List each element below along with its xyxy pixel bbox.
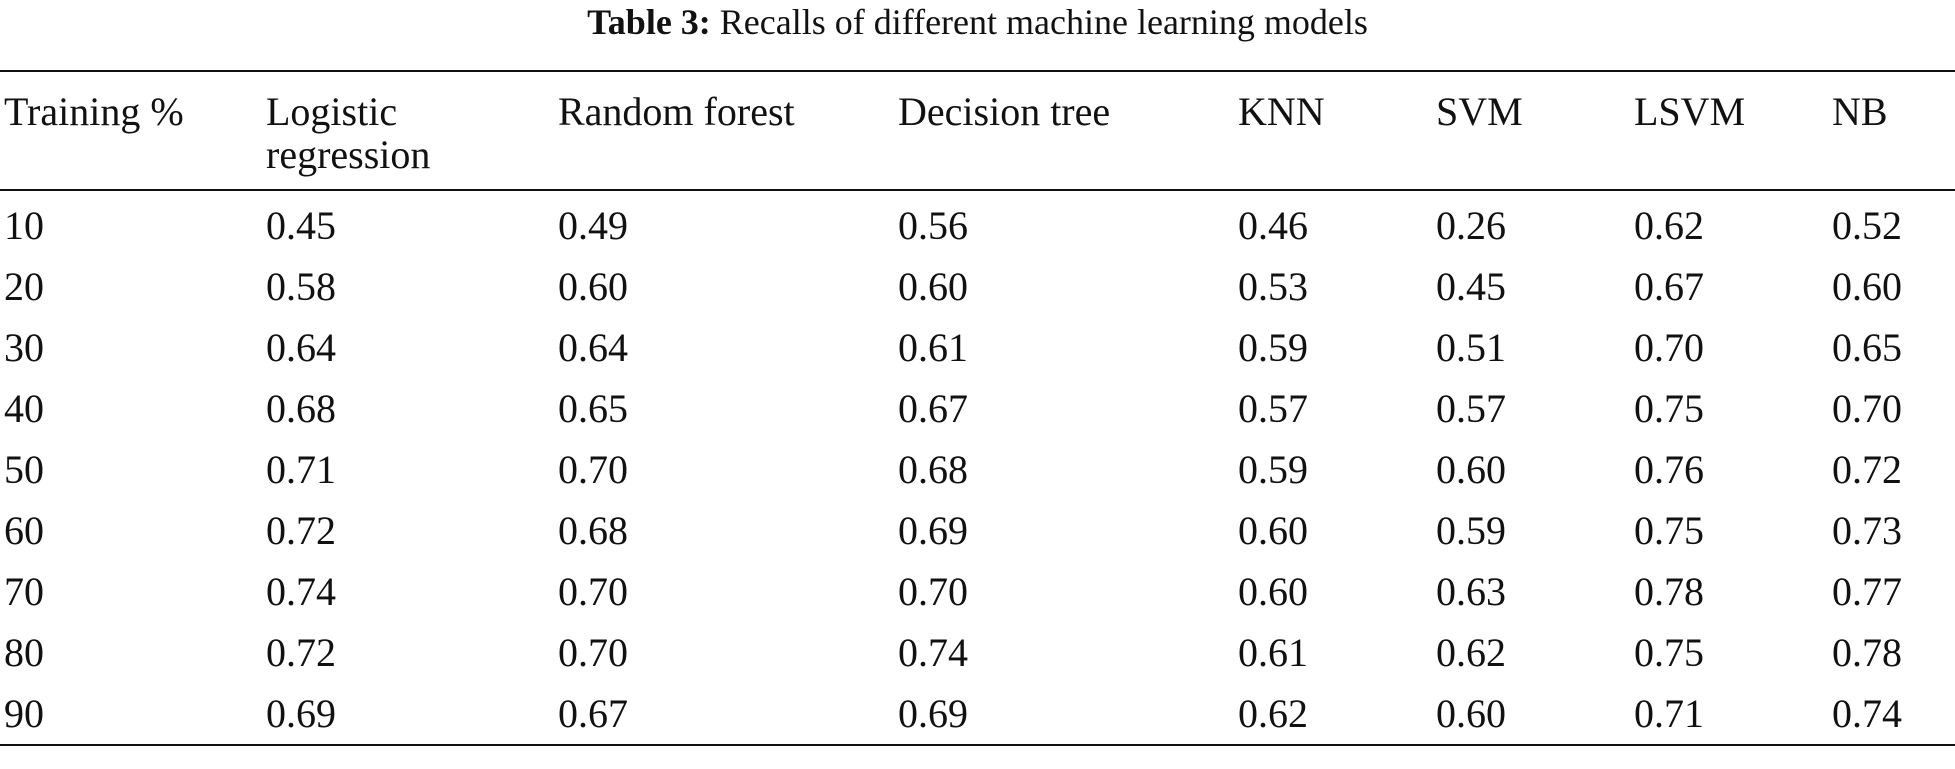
cell-random-forest: 0.65 [558,386,628,431]
cell-random-forest: 0.70 [558,447,628,492]
cell-knn: 0.59 [1238,447,1308,492]
cell-random-forest: 0.70 [558,630,628,675]
cell-training-percent: 30 [4,325,44,370]
cell-nb: 0.72 [1832,447,1902,492]
cell-lsvm: 0.75 [1634,386,1704,431]
cell-svm: 0.63 [1436,569,1506,614]
header-random-forest: Random forest [558,89,795,134]
cell-nb: 0.77 [1832,569,1902,614]
header-training-percent: Training % [4,89,184,134]
cell-decision-tree: 0.61 [898,325,968,370]
cell-decision-tree: 0.70 [898,569,968,614]
cell-nb: 0.60 [1832,264,1902,309]
cell-logistic-regression: 0.72 [266,508,336,553]
header-nb: NB [1832,89,1888,134]
cell-nb: 0.52 [1832,203,1902,248]
cell-training-percent: 80 [4,630,44,675]
table-row: 50 0.71 0.70 0.68 0.59 0.60 0.76 0.72 [0,439,1955,500]
cell-lsvm: 0.71 [1634,691,1704,736]
table-caption-label: Table 3: [587,2,711,42]
table-row: 60 0.72 0.68 0.69 0.60 0.59 0.75 0.73 [0,500,1955,561]
cell-knn: 0.57 [1238,386,1308,431]
cell-decision-tree: 0.56 [898,203,968,248]
cell-nb: 0.78 [1832,630,1902,675]
cell-svm: 0.60 [1436,691,1506,736]
cell-logistic-regression: 0.68 [266,386,336,431]
cell-decision-tree: 0.68 [898,447,968,492]
cell-random-forest: 0.67 [558,691,628,736]
table-row: 70 0.74 0.70 0.70 0.60 0.63 0.78 0.77 [0,561,1955,622]
cell-knn: 0.60 [1238,508,1308,553]
cell-knn: 0.62 [1238,691,1308,736]
cell-lsvm: 0.76 [1634,447,1704,492]
table-body: 10 0.45 0.49 0.56 0.46 0.26 0.62 0.52 20 0.58 0.60… [0,190,1955,745]
cell-nb: 0.65 [1832,325,1902,370]
cell-random-forest: 0.60 [558,264,628,309]
cell-decision-tree: 0.74 [898,630,968,675]
cell-logistic-regression: 0.74 [266,569,336,614]
header-logistic-regression: Logistic regression [266,89,431,177]
cell-random-forest: 0.68 [558,508,628,553]
cell-training-percent: 10 [4,203,44,248]
cell-training-percent: 90 [4,691,44,736]
table-row: 10 0.45 0.49 0.56 0.46 0.26 0.62 0.52 [0,190,1955,256]
cell-svm: 0.51 [1436,325,1506,370]
cell-lsvm: 0.62 [1634,203,1704,248]
cell-lsvm: 0.75 [1634,508,1704,553]
table-row: 30 0.64 0.64 0.61 0.59 0.51 0.70 0.65 [0,317,1955,378]
cell-logistic-regression: 0.69 [266,691,336,736]
cell-svm: 0.57 [1436,386,1506,431]
header-decision-tree: Decision tree [898,89,1111,134]
cell-svm: 0.62 [1436,630,1506,675]
cell-decision-tree: 0.60 [898,264,968,309]
cell-training-percent: 60 [4,508,44,553]
results-table-wrapper: Training % Logistic regression Random fo… [0,70,1955,746]
table-row: 80 0.72 0.70 0.74 0.61 0.62 0.75 0.78 [0,622,1955,683]
table-row: 40 0.68 0.65 0.67 0.57 0.57 0.75 0.70 [0,378,1955,439]
cell-random-forest: 0.70 [558,569,628,614]
cell-svm: 0.60 [1436,447,1506,492]
cell-random-forest: 0.49 [558,203,628,248]
table-row: 90 0.69 0.67 0.69 0.62 0.60 0.71 0.74 [0,683,1955,745]
table-caption: Table 3: Recalls of different machine le… [0,0,1955,46]
cell-svm: 0.26 [1436,203,1506,248]
table-caption-text: Recalls of different machine learning mo… [719,2,1368,42]
cell-training-percent: 40 [4,386,44,431]
header-knn: KNN [1238,89,1325,134]
cell-decision-tree: 0.69 [898,508,968,553]
cell-knn: 0.61 [1238,630,1308,675]
cell-lsvm: 0.70 [1634,325,1704,370]
cell-logistic-regression: 0.72 [266,630,336,675]
cell-training-percent: 70 [4,569,44,614]
recall-table: Training % Logistic regression Random fo… [0,70,1955,746]
cell-training-percent: 20 [4,264,44,309]
cell-logistic-regression: 0.58 [266,264,336,309]
cell-knn: 0.59 [1238,325,1308,370]
cell-logistic-regression: 0.64 [266,325,336,370]
cell-decision-tree: 0.67 [898,386,968,431]
header-row: Training % Logistic regression Random fo… [0,71,1955,190]
cell-lsvm: 0.75 [1634,630,1704,675]
cell-nb: 0.70 [1832,386,1902,431]
cell-logistic-regression: 0.71 [266,447,336,492]
table-row: 20 0.58 0.60 0.60 0.53 0.45 0.67 0.60 [0,256,1955,317]
cell-knn: 0.46 [1238,203,1308,248]
cell-training-percent: 50 [4,447,44,492]
header-lsvm: LSVM [1634,89,1746,134]
cell-lsvm: 0.78 [1634,569,1704,614]
cell-nb: 0.73 [1832,508,1902,553]
cell-decision-tree: 0.69 [898,691,968,736]
cell-lsvm: 0.67 [1634,264,1704,309]
cell-logistic-regression: 0.45 [266,203,336,248]
cell-knn: 0.53 [1238,264,1308,309]
cell-nb: 0.74 [1832,691,1902,736]
table-header: Training % Logistic regression Random fo… [0,71,1955,190]
cell-svm: 0.45 [1436,264,1506,309]
header-svm: SVM [1436,89,1523,134]
cell-knn: 0.60 [1238,569,1308,614]
cell-svm: 0.59 [1436,508,1506,553]
cell-random-forest: 0.64 [558,325,628,370]
